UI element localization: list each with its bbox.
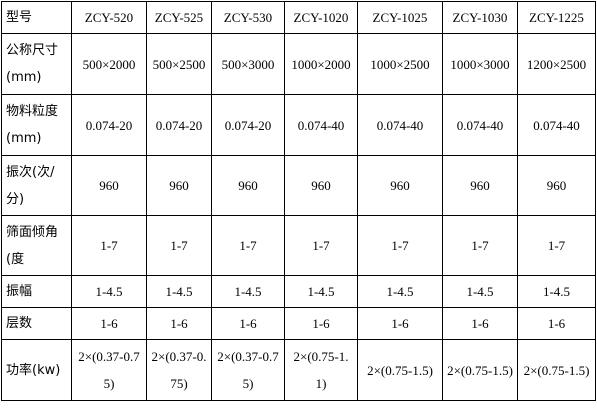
data-row: 功率(kw) 2×(0.37-0.75) 2×(0.37-0.75) 2×(0.37-… [1, 339, 596, 401]
cell: 1-4.5 [442, 275, 518, 308]
cell: 0.074-40 [357, 94, 443, 156]
cell: 2×(0.75-1.5) [442, 339, 518, 401]
cell: ZCY-520 [71, 1, 147, 34]
cell: ZCY-530 [211, 1, 285, 34]
cell: 1-7 [146, 215, 212, 276]
cell: 2×(0.75-1.5) [517, 339, 596, 401]
cell: 0.074-20 [211, 94, 285, 156]
cell: ZCY-525 [146, 1, 212, 34]
cell: 1000×3000 [442, 33, 518, 95]
cell: 960 [284, 155, 358, 216]
data-row: 层数 1-6 1-6 1-6 1-6 1-6 1-6 1-6 [1, 307, 596, 340]
cell: 960 [442, 155, 518, 216]
cell: ZCY-1030 [442, 1, 518, 34]
cell: 1-6 [71, 307, 147, 340]
cell: 1-6 [284, 307, 358, 340]
cell: ZCY-1225 [517, 1, 596, 34]
row-label: 层数 [1, 307, 72, 340]
row-label: 物料粒度(mm) [1, 94, 72, 156]
cell: 1-4.5 [517, 275, 596, 308]
data-row: 振次(次/分) 960 960 960 960 960 960 960 [1, 155, 596, 216]
cell: ZCY-1020 [284, 1, 358, 34]
cell: 500×2500 [146, 33, 212, 95]
cell: 1-6 [442, 307, 518, 340]
cell: 1-7 [71, 215, 147, 276]
cell: 960 [517, 155, 596, 216]
cell: 1000×2000 [284, 33, 358, 95]
cell: 2×(0.37-0.75) [146, 339, 212, 401]
cell: 1-6 [211, 307, 285, 340]
cell: 1-4.5 [357, 275, 443, 308]
table-body: 型号 ZCY-520 ZCY-525 ZCY-530 ZCY-1020 ZCY-1025 Z… [1, 1, 596, 401]
cell: 1-6 [357, 307, 443, 340]
cell: 2×(0.37-0.75) [211, 339, 285, 401]
cell: 1-7 [442, 215, 518, 276]
cell: 500×3000 [211, 33, 285, 95]
cell: 1-7 [211, 215, 285, 276]
cell: 1-4.5 [211, 275, 285, 308]
header-row: 型号 ZCY-520 ZCY-525 ZCY-530 ZCY-1020 ZCY-1025 Z… [1, 1, 596, 34]
cell: 0.074-40 [442, 94, 518, 156]
cell: 960 [357, 155, 443, 216]
cell: 1200×2500 [517, 33, 596, 95]
cell: 1-4.5 [71, 275, 147, 308]
cell: 0.074-20 [71, 94, 147, 156]
row-label: 振幅 [1, 275, 72, 308]
cell: 1-4.5 [146, 275, 212, 308]
row-label: 型号 [1, 1, 72, 34]
cell: 960 [211, 155, 285, 216]
row-label: 筛面倾角(度 [1, 215, 72, 276]
cell: 960 [71, 155, 147, 216]
row-label: 公称尺寸(mm) [1, 33, 72, 95]
cell: 1-7 [517, 215, 596, 276]
row-label: 功率(kw) [1, 339, 72, 401]
spec-table: 型号 ZCY-520 ZCY-525 ZCY-530 ZCY-1020 ZCY-1025 Z… [1, 1, 596, 401]
cell: 1000×2500 [357, 33, 443, 95]
cell: 1-7 [284, 215, 358, 276]
cell: 0.074-20 [146, 94, 212, 156]
data-row: 筛面倾角(度 1-7 1-7 1-7 1-7 1-7 1-7 1-7 [1, 215, 596, 276]
cell: 2×(0.37-0.75) [71, 339, 147, 401]
cell: 1-4.5 [284, 275, 358, 308]
data-row: 振幅 1-4.5 1-4.5 1-4.5 1-4.5 1-4.5 1-4.5 1-4.5 [1, 275, 596, 308]
cell: 1-6 [517, 307, 596, 340]
cell: 2×(0.75-1.5) [357, 339, 443, 401]
cell: 0.074-40 [284, 94, 358, 156]
cell: 0.074-40 [517, 94, 596, 156]
cell: 1-6 [146, 307, 212, 340]
cell: 2×(0.75-1.1) [284, 339, 358, 401]
cell: 500×2000 [71, 33, 147, 95]
row-label: 振次(次/分) [1, 155, 72, 216]
cell: 960 [146, 155, 212, 216]
data-row: 公称尺寸(mm) 500×2000 500×2500 500×3000 1000×200… [1, 33, 596, 95]
data-row: 物料粒度(mm) 0.074-20 0.074-20 0.074-20 0.074-40… [1, 94, 596, 156]
cell: ZCY-1025 [357, 1, 443, 34]
cell: 1-7 [357, 215, 443, 276]
